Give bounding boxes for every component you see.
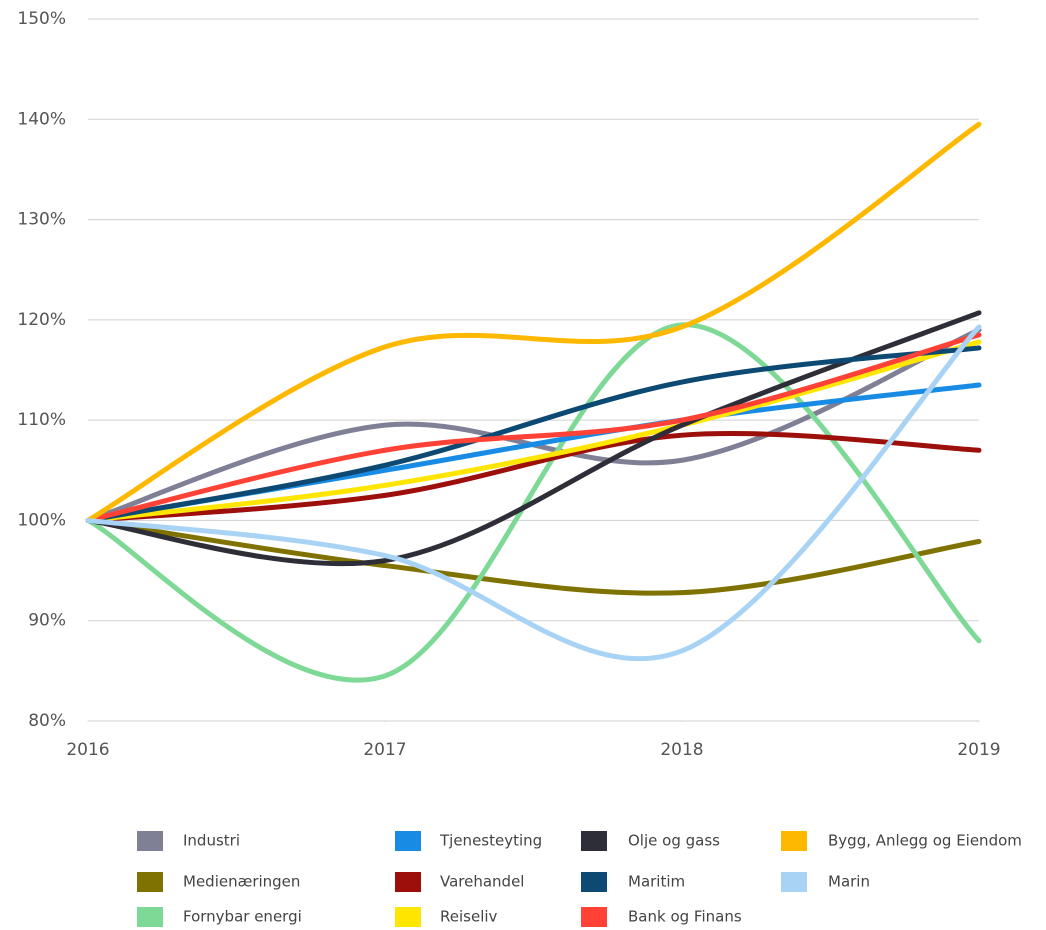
legend-label: Bank og Finans xyxy=(628,908,742,926)
legend-label: Industri xyxy=(183,832,240,850)
series-line xyxy=(85,517,982,596)
series-line xyxy=(85,339,982,523)
legend-label: Medienæringen xyxy=(183,873,300,891)
series-line xyxy=(85,431,982,523)
legend-swatch xyxy=(137,872,163,892)
legend: Industri Medienæringen Fornybar energi Tjen… xyxy=(137,831,1022,927)
x-tick-label: 2016 xyxy=(66,740,109,760)
legend-label: Maritim xyxy=(628,873,685,891)
y-tick-label: 150% xyxy=(17,9,66,29)
legend-label: Olje og gass xyxy=(628,832,720,850)
legend-label: Tjenesteyting xyxy=(439,832,542,850)
legend-swatch xyxy=(395,907,421,927)
series-line xyxy=(85,327,982,523)
y-tick-label: 100% xyxy=(17,510,66,530)
y-tick-label: 130% xyxy=(17,210,66,230)
legend-label: Marin xyxy=(828,873,870,891)
series-line xyxy=(85,324,982,662)
grid: 80% 90% 100% 110% 120% 130% 140% 150% 2016 2017 20… xyxy=(17,9,1000,760)
legend-swatch xyxy=(581,831,607,851)
legend-label: Reiseliv xyxy=(440,908,498,926)
series-line xyxy=(85,332,982,523)
x-tick-label: 2019 xyxy=(957,740,1000,760)
legend-swatch xyxy=(781,872,807,892)
legend-swatch xyxy=(137,831,163,851)
y-tick-label: 120% xyxy=(17,310,66,330)
series-line xyxy=(85,322,982,683)
x-tick-label: 2018 xyxy=(660,740,703,760)
y-tick-label: 110% xyxy=(17,410,66,430)
y-tick-label: 80% xyxy=(28,711,66,731)
series-line xyxy=(85,121,982,523)
legend-label: Bygg, Anlegg og Eiendom xyxy=(828,832,1022,850)
legend-label: Fornybar energi xyxy=(183,908,302,926)
legend-swatch xyxy=(395,872,421,892)
legend-swatch xyxy=(581,872,607,892)
legend-label: Varehandel xyxy=(440,873,524,891)
legend-swatch xyxy=(581,907,607,927)
legend-swatch xyxy=(395,831,421,851)
legend-swatch xyxy=(781,831,807,851)
legend-swatch xyxy=(137,907,163,927)
lines xyxy=(85,121,982,683)
series-line xyxy=(85,345,982,523)
x-tick-label: 2017 xyxy=(363,740,406,760)
y-tick-label: 90% xyxy=(28,611,66,631)
y-tick-label: 140% xyxy=(17,109,66,129)
